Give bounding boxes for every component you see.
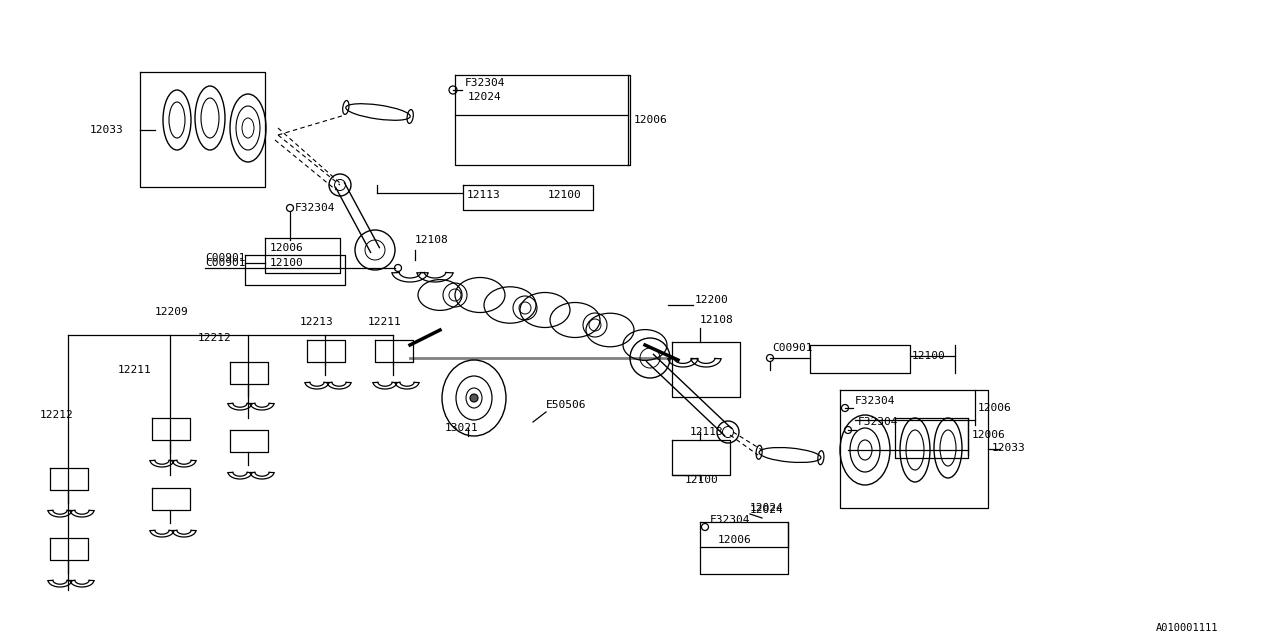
Text: C00901: C00901 (772, 343, 813, 353)
Text: 12209: 12209 (155, 307, 188, 317)
Text: 12006: 12006 (978, 403, 1011, 413)
Text: 12100: 12100 (270, 258, 303, 268)
Text: 12024: 12024 (750, 505, 783, 515)
Text: 12100: 12100 (548, 190, 581, 200)
Text: 12006: 12006 (972, 430, 1006, 440)
Text: C00901: C00901 (205, 258, 246, 268)
Text: F32304: F32304 (855, 396, 896, 406)
Text: 12108: 12108 (415, 235, 449, 245)
Text: F32304: F32304 (465, 78, 506, 88)
Circle shape (470, 394, 477, 402)
Text: F32304: F32304 (710, 515, 750, 525)
Text: 12024: 12024 (468, 92, 502, 102)
Text: 12033: 12033 (992, 443, 1025, 453)
Text: 12113: 12113 (690, 427, 723, 437)
Text: 12024: 12024 (750, 503, 783, 513)
Text: 12100: 12100 (685, 475, 719, 485)
Text: 12006: 12006 (634, 115, 668, 125)
Text: 12108: 12108 (700, 315, 733, 325)
Text: 12213: 12213 (300, 317, 334, 327)
Text: 12113: 12113 (467, 190, 500, 200)
Text: 12033: 12033 (90, 125, 124, 135)
Text: 12211: 12211 (118, 365, 152, 375)
Text: C00901: C00901 (205, 253, 246, 263)
Text: F32304: F32304 (858, 417, 899, 427)
Text: F32304: F32304 (294, 203, 335, 213)
Text: 12200: 12200 (695, 295, 728, 305)
Text: 13021: 13021 (445, 423, 479, 433)
Text: A010001111: A010001111 (1156, 623, 1219, 633)
Text: 12100: 12100 (911, 351, 946, 361)
Text: E50506: E50506 (547, 400, 586, 410)
Text: 12006: 12006 (718, 535, 751, 545)
Text: 12212: 12212 (40, 410, 74, 420)
Text: 12006: 12006 (270, 243, 303, 253)
Text: 12211: 12211 (369, 317, 402, 327)
Text: 12212: 12212 (198, 333, 232, 343)
